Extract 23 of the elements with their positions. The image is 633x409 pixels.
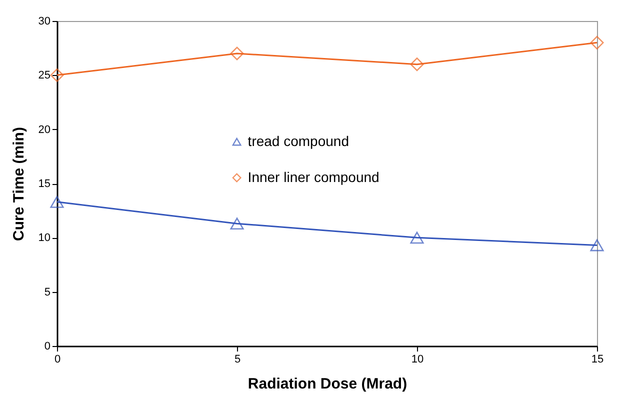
point [410, 232, 424, 244]
x-tick-label: 10 [411, 354, 424, 366]
y-tick-label: 5 [44, 286, 50, 298]
point [50, 196, 64, 208]
point [50, 68, 64, 82]
legend-label: Inner liner compound [248, 168, 380, 185]
y-tick-label: 15 [38, 178, 50, 190]
y-tick-label: 0 [44, 340, 50, 352]
y-tick-label: 25 [38, 70, 50, 82]
y-axis-title: Cure Time (min) [10, 127, 28, 241]
x-tick-label: 5 [234, 354, 241, 366]
x-axis-title: Radiation Dose (Mrad) [248, 376, 408, 392]
y-tick-label: 30 [38, 16, 50, 28]
point [590, 239, 604, 252]
point [230, 46, 244, 60]
point [230, 218, 244, 230]
point [410, 58, 424, 72]
y-tick-label: 10 [38, 232, 50, 244]
y-tick-label: 20 [38, 124, 50, 136]
x-tick-label: 15 [591, 354, 604, 366]
legend-label: tread compound [248, 132, 349, 149]
point [590, 36, 604, 50]
x-tick-label: 0 [54, 354, 61, 366]
